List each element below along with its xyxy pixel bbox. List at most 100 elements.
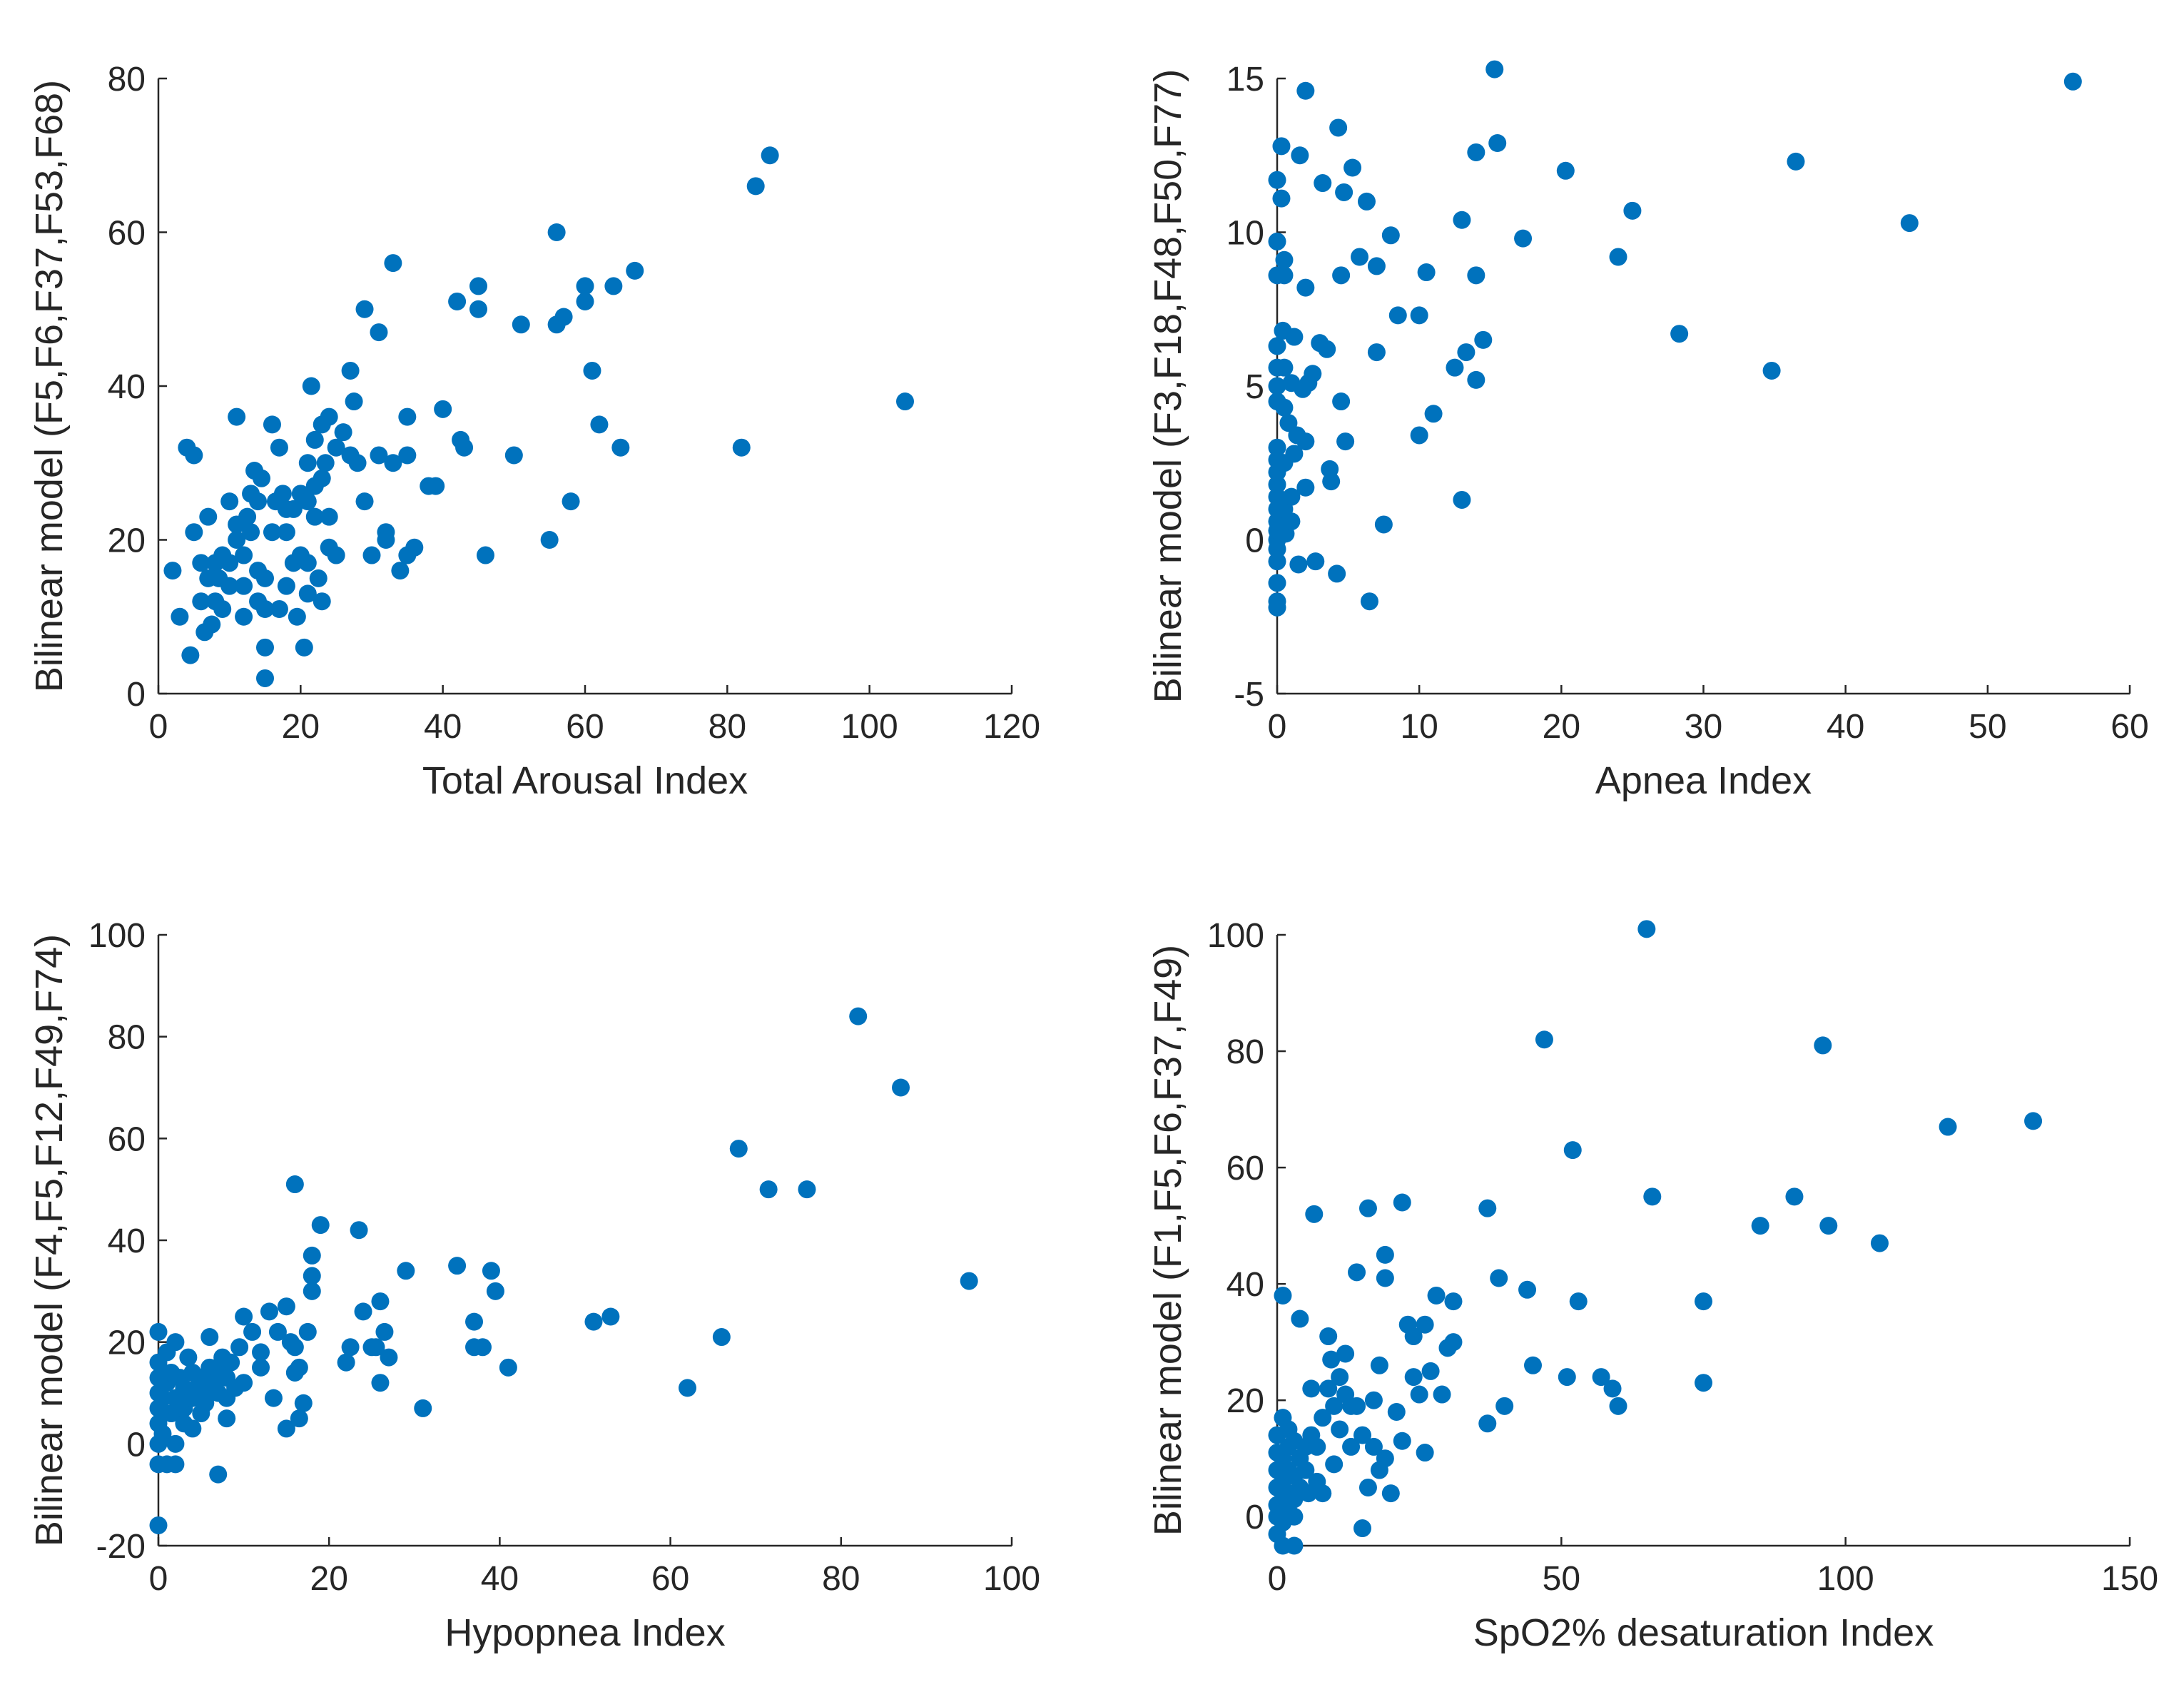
data-point [1376, 1269, 1394, 1287]
data-point [611, 438, 630, 457]
data-point [298, 1322, 317, 1341]
data-point [1427, 1286, 1446, 1305]
data-point [341, 1338, 360, 1357]
data-point [476, 546, 494, 564]
data-point [1274, 1286, 1292, 1305]
data-point [260, 1302, 278, 1321]
data-point [1514, 229, 1533, 248]
data-point [345, 392, 363, 411]
y-tick-label: -5 [1234, 676, 1264, 714]
data-point [1275, 266, 1294, 285]
data-point [1296, 278, 1315, 297]
data-point [1819, 1217, 1838, 1235]
data-point [370, 323, 388, 342]
y-tick-label: 15 [1226, 61, 1264, 98]
x-tick-label: 100 [1817, 1560, 1874, 1598]
data-point [1524, 1356, 1542, 1374]
data-point [303, 1246, 321, 1265]
data-point [163, 562, 182, 580]
data-point [601, 1307, 620, 1326]
data-point [1325, 1397, 1344, 1415]
data-point [1318, 340, 1336, 358]
data-point [473, 1338, 492, 1357]
data-point [1348, 1263, 1366, 1282]
data-point [341, 361, 360, 380]
y-tick-label: 80 [1226, 1033, 1264, 1071]
data-point [375, 1322, 394, 1341]
y-tick-label: 20 [108, 1324, 146, 1362]
data-point [1357, 192, 1376, 211]
data-point [1331, 1368, 1349, 1387]
data-point [298, 554, 317, 572]
data-point [1268, 475, 1286, 494]
data-point [305, 507, 324, 526]
data-point [268, 1322, 287, 1341]
y-tick-label: 0 [126, 1426, 146, 1464]
data-point [1416, 1444, 1434, 1462]
data-point [1358, 1199, 1377, 1217]
data-point [1388, 306, 1407, 325]
data-point [759, 1180, 778, 1199]
y-tick-label: 0 [1245, 1499, 1264, 1536]
data-point [273, 485, 292, 503]
data-point [434, 400, 452, 418]
data-point [1328, 564, 1346, 583]
data-point [1535, 1030, 1553, 1049]
data-point [448, 1257, 467, 1275]
data-point [1404, 1368, 1423, 1387]
data-point [1268, 592, 1286, 611]
data-point [1342, 1437, 1361, 1456]
data-point [290, 1358, 308, 1377]
data-point [350, 1221, 368, 1240]
data-point [1376, 1245, 1394, 1264]
data-point [448, 292, 467, 310]
y-tick-label: 60 [1226, 1150, 1264, 1187]
data-point [242, 523, 260, 542]
y-tick-label: 40 [1226, 1266, 1264, 1304]
data-point [729, 1140, 748, 1158]
x-tick-label: 30 [1685, 708, 1722, 746]
data-point [235, 1307, 253, 1326]
x-axis-label: Hypopnea Index [445, 1611, 725, 1654]
data-point [761, 146, 779, 165]
data-point [377, 531, 395, 549]
data-point [1319, 1379, 1338, 1398]
data-point [1444, 1292, 1463, 1311]
data-point [1268, 171, 1286, 189]
x-tick-label: 60 [566, 708, 604, 746]
data-point [337, 1353, 355, 1372]
data-point [1485, 60, 1504, 78]
data-point [1695, 1292, 1712, 1311]
data-point [1495, 1397, 1514, 1415]
data-point [230, 1338, 249, 1357]
data-point [1275, 250, 1294, 269]
data-point [185, 446, 203, 465]
data-point [192, 592, 210, 611]
data-point [171, 607, 189, 626]
data-point [1453, 211, 1471, 229]
data-point [309, 569, 327, 587]
data-point [1592, 1368, 1610, 1387]
data-point [295, 638, 313, 657]
data-point [584, 1312, 603, 1331]
x-tick-label: 10 [1400, 708, 1438, 746]
data-point [1364, 1437, 1383, 1456]
data-point [1291, 1309, 1309, 1328]
data-point [1474, 330, 1493, 349]
x-tick-label: 40 [1827, 708, 1864, 746]
data-point [263, 523, 281, 542]
data-point [320, 507, 338, 526]
x-axis-label: SpO2% desaturation Index [1473, 1611, 1934, 1654]
data-point [277, 577, 295, 595]
data-point [1467, 266, 1485, 285]
data-point [203, 615, 221, 634]
y-tick-label: 20 [1226, 1382, 1264, 1420]
data-point [1285, 1507, 1304, 1526]
data-point [1332, 266, 1351, 285]
data-point [1344, 158, 1362, 177]
data-point [960, 1272, 978, 1290]
data-point [256, 599, 274, 618]
x-tick-label: 0 [1268, 708, 1287, 746]
data-point [277, 1419, 295, 1438]
